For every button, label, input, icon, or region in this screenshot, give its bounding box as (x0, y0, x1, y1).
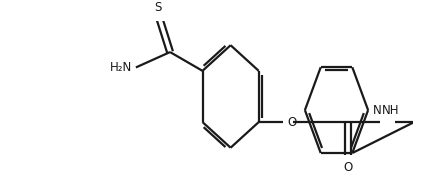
Text: O: O (343, 161, 352, 174)
Text: H₂N: H₂N (110, 61, 133, 74)
Text: NH: NH (382, 104, 399, 117)
Text: S: S (154, 1, 162, 14)
Text: O: O (287, 116, 296, 129)
Text: N: N (372, 104, 381, 117)
